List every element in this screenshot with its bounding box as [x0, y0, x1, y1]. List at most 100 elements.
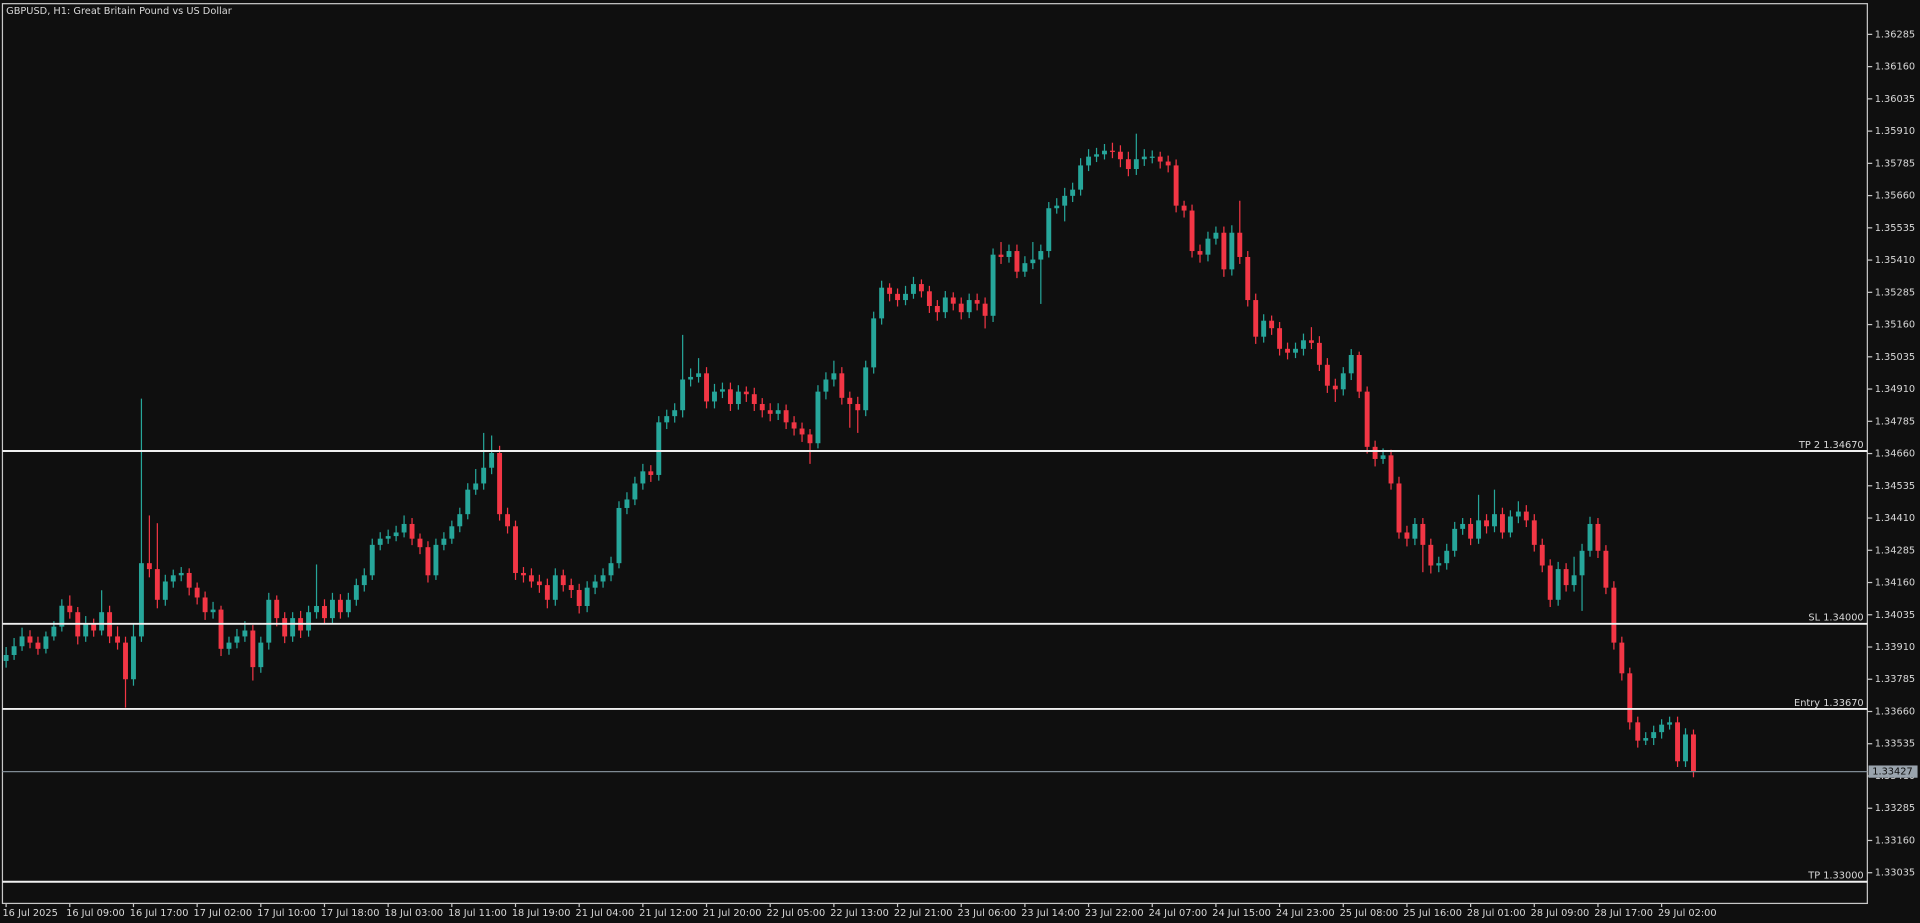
candle-body: [393, 532, 399, 537]
candle-body: [1571, 575, 1577, 586]
x-tick-label: 18 Jul 19:00: [512, 908, 571, 919]
x-tick-label: 16 Jul 2025: [2, 908, 57, 919]
x-tick-label: 22 Jul 13:00: [830, 908, 889, 919]
candle-body: [186, 572, 192, 588]
candle-body: [1165, 161, 1171, 166]
candle-body: [409, 523, 415, 539]
candle-body: [337, 599, 343, 613]
candle-body: [91, 624, 97, 631]
candle-body: [632, 483, 638, 500]
candle-body: [290, 618, 296, 637]
candle-body: [1062, 195, 1068, 206]
candle-body: [656, 422, 662, 475]
y-tick-label: 1.34160: [1875, 578, 1915, 589]
candle-body: [1102, 150, 1107, 155]
candle-body: [11, 646, 17, 656]
last-price-box: [1868, 765, 1918, 778]
y-tick-label: 1.35285: [1875, 287, 1915, 298]
candle-body: [1531, 520, 1537, 545]
candle-body: [775, 410, 781, 414]
x-tick-label: 17 Jul 18:00: [321, 908, 380, 919]
candle-body: [783, 410, 789, 423]
candle-body: [847, 397, 853, 405]
candle-body: [696, 373, 702, 377]
candle-body: [67, 605, 73, 613]
candle-body: [1253, 300, 1259, 337]
candle-body: [799, 428, 805, 435]
candle-body: [330, 599, 335, 619]
candle-body: [1022, 263, 1028, 272]
candle-body: [1372, 446, 1378, 459]
candle-body: [1316, 342, 1322, 365]
candle-body: [513, 526, 518, 573]
candle-body: [1237, 232, 1243, 257]
candle-body: [1125, 159, 1131, 170]
candle-body: [361, 575, 367, 586]
y-tick-label: 1.33535: [1875, 739, 1915, 750]
chart-title: GBPUSD, H1: Great Britain Pound vs US Do…: [6, 6, 233, 17]
x-tick-label: 23 Jul 06:00: [958, 908, 1017, 919]
candle-body: [1070, 189, 1076, 196]
y-tick-label: 1.35910: [1875, 126, 1915, 137]
candle-body: [918, 284, 924, 292]
candle-body: [369, 544, 375, 576]
candle-body: [1038, 251, 1044, 260]
x-tick-label: 28 Jul 01:00: [1467, 908, 1526, 919]
x-tick-label: 21 Jul 04:00: [576, 908, 635, 919]
x-tick-label: 21 Jul 12:00: [639, 908, 698, 919]
y-tick-label: 1.33035: [1875, 868, 1915, 879]
candle-body: [743, 391, 749, 395]
candle-body: [99, 612, 105, 631]
candle-body: [624, 499, 630, 508]
candle-body: [353, 585, 359, 600]
candle-body: [1507, 516, 1513, 533]
candle-body: [1404, 532, 1410, 539]
y-tick-label: 1.34910: [1875, 384, 1915, 395]
candle-body: [51, 626, 57, 637]
candle-body: [385, 536, 391, 539]
x-tick-label: 17 Jul 10:00: [257, 908, 316, 919]
candle-body: [958, 303, 964, 313]
x-tick-label: 24 Jul 23:00: [1276, 908, 1335, 919]
candle-body: [457, 514, 463, 527]
candle-body: [1484, 520, 1489, 527]
candle-body: [27, 636, 33, 643]
candle-body: [266, 599, 272, 643]
candle-body: [505, 514, 510, 527]
y-tick-label: 1.35410: [1875, 255, 1915, 266]
candle-body: [1308, 340, 1314, 343]
candle-body: [1094, 154, 1099, 157]
y-tick-label: 1.35785: [1875, 158, 1915, 169]
y-tick-label: 1.35660: [1875, 191, 1915, 202]
candle-body: [727, 389, 733, 405]
candle-body: [170, 575, 176, 582]
candle-body: [950, 297, 956, 304]
candle-body: [1110, 150, 1115, 152]
candle-body: [449, 526, 455, 539]
candle-body: [704, 373, 709, 402]
candle-body: [990, 254, 996, 316]
candle-body: [1667, 722, 1673, 725]
candle-body: [1261, 320, 1267, 337]
candle-body: [1197, 251, 1203, 255]
candle-body: [1181, 205, 1187, 211]
candle-body: [1555, 569, 1561, 600]
candle-body: [974, 300, 980, 304]
candle-body: [314, 605, 319, 613]
y-tick-label: 1.34535: [1875, 481, 1915, 492]
candle-body: [1651, 732, 1657, 739]
level-label: TP 2 1.34670: [1798, 440, 1864, 451]
candle-body: [1285, 348, 1290, 353]
candle-body: [1539, 544, 1545, 566]
candle-body: [1412, 523, 1418, 539]
candle-body: [1683, 734, 1688, 762]
candle-body: [131, 636, 136, 680]
candle-body: [1086, 156, 1092, 166]
candle-body: [712, 391, 717, 402]
candle-body: [1420, 523, 1426, 545]
candle-body: [226, 642, 232, 649]
candle-body: [528, 575, 534, 582]
candle-body: [306, 612, 312, 631]
candle-body: [202, 597, 208, 613]
